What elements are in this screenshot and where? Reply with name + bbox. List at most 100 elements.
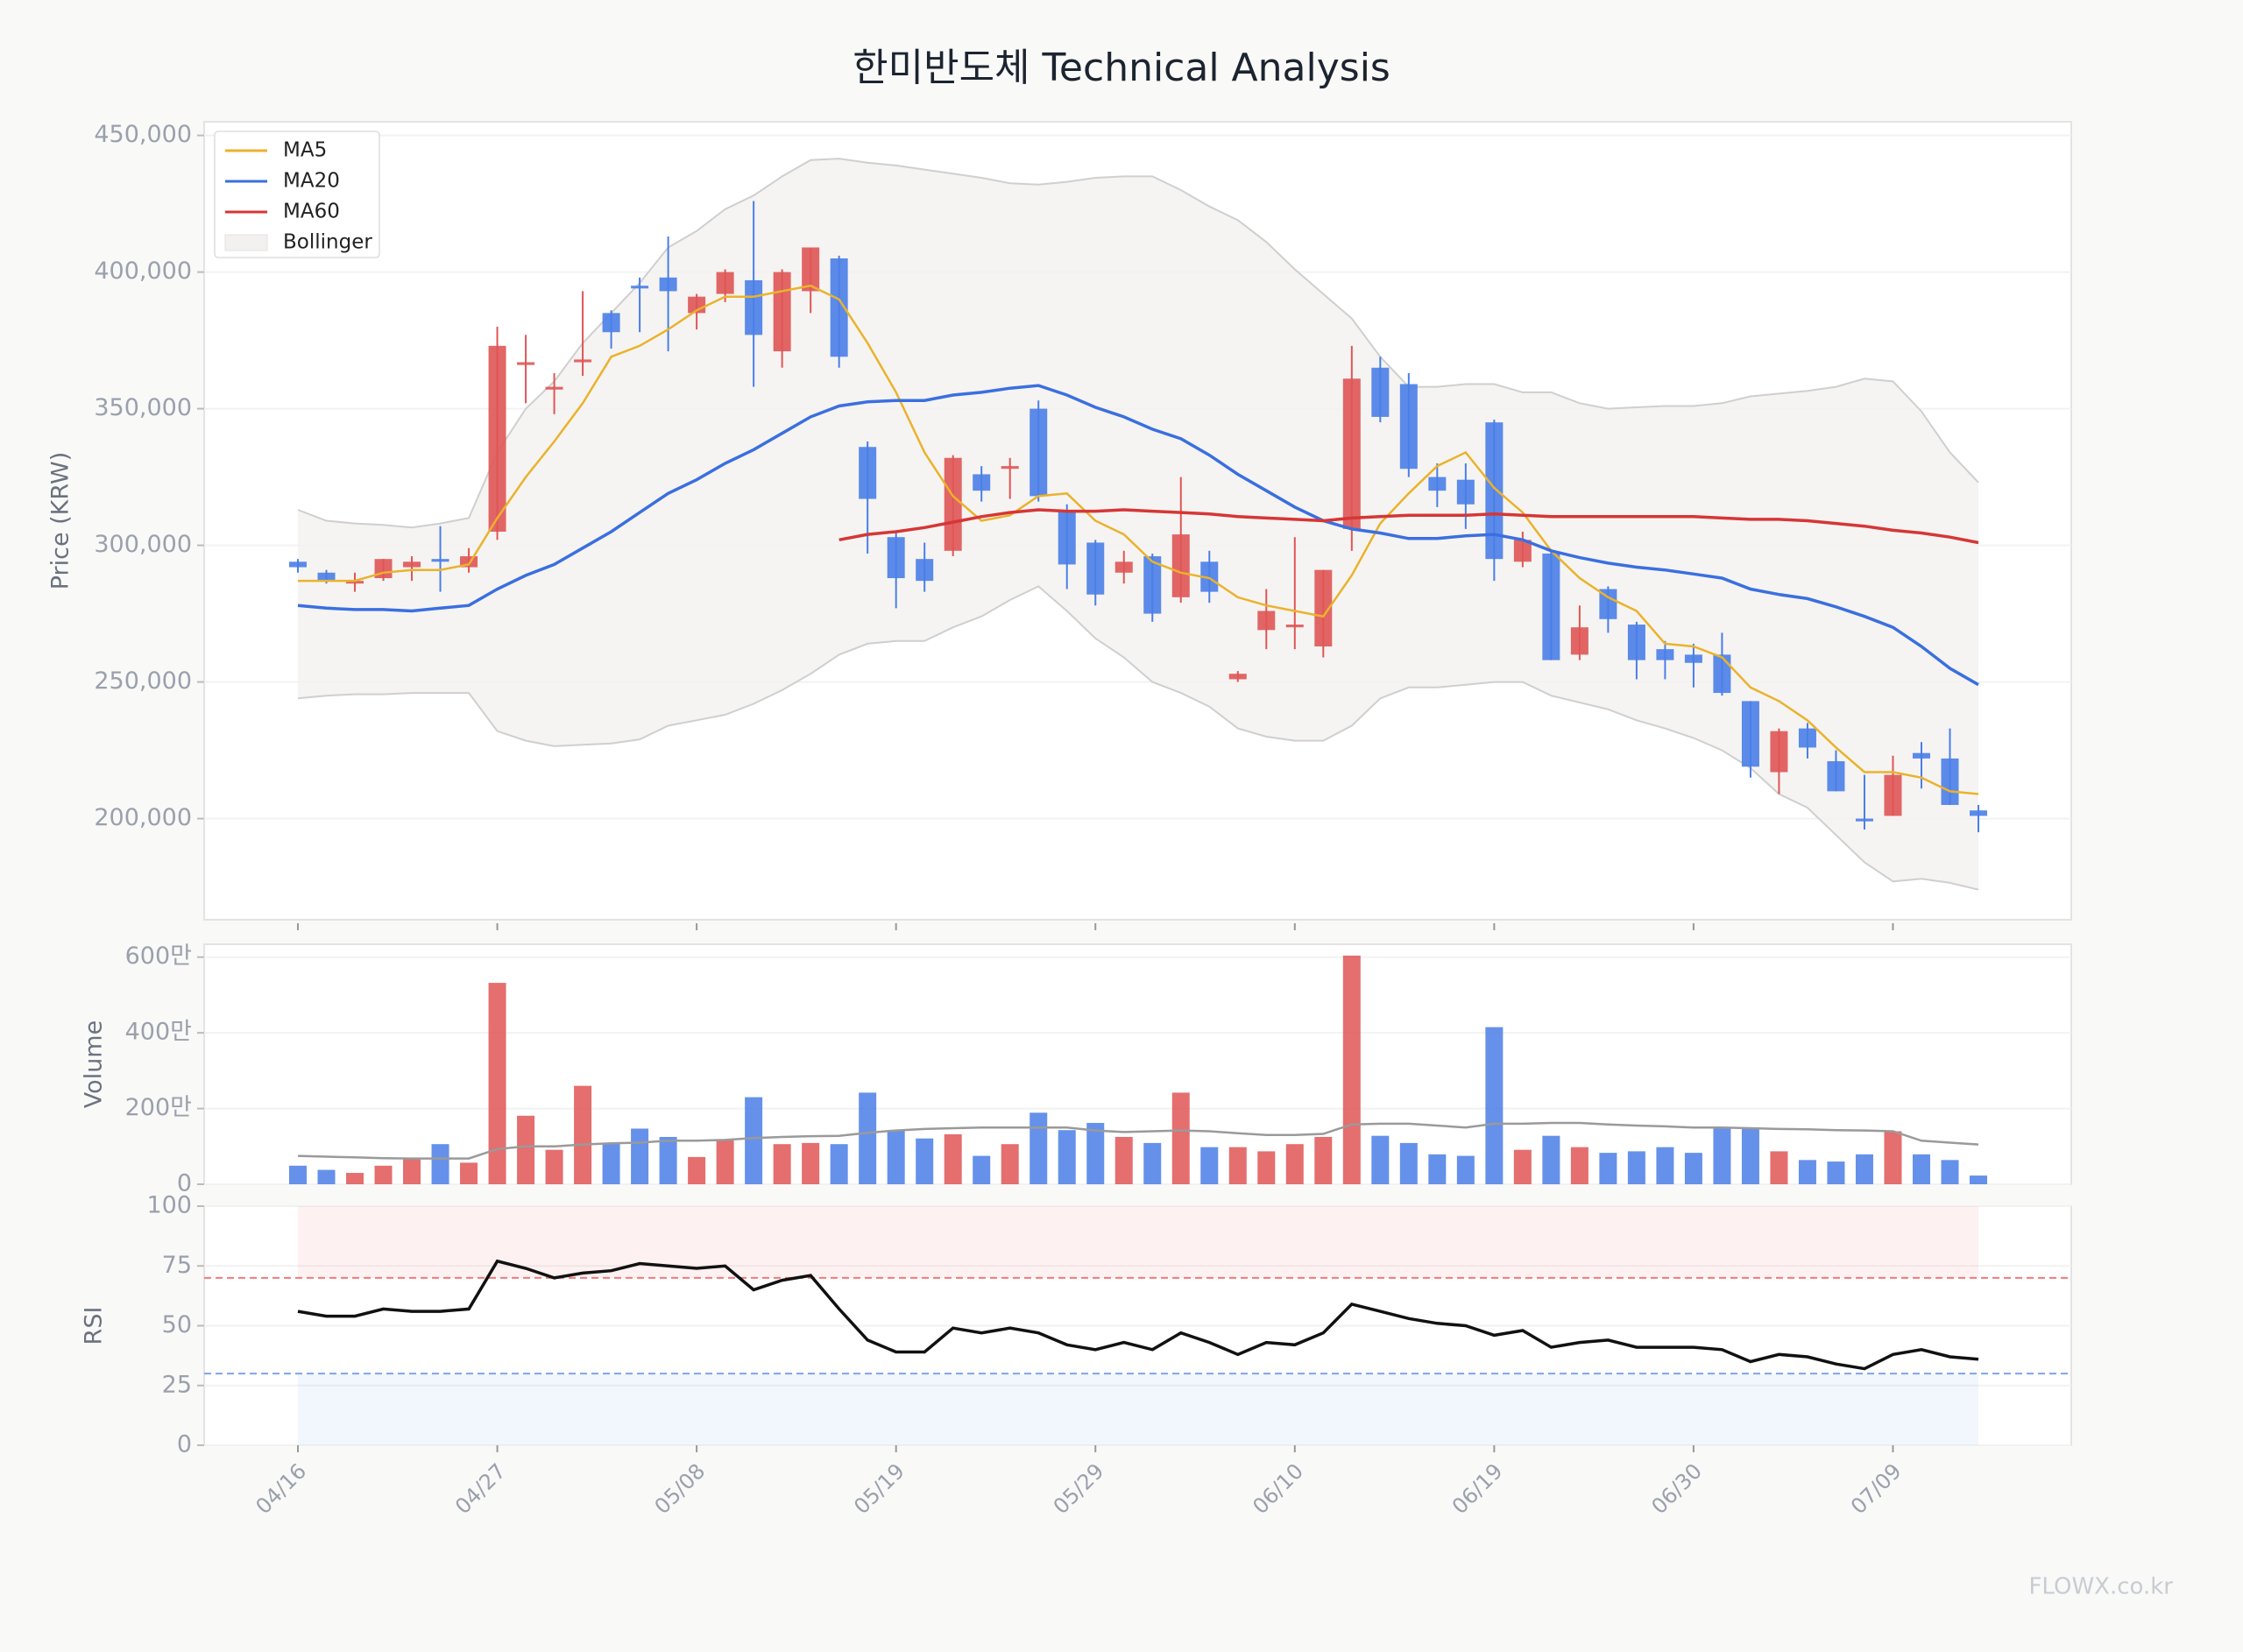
candle-body (1884, 774, 1902, 816)
y-tick-label: 400만 (125, 1019, 192, 1046)
volume-bar (1627, 1151, 1645, 1184)
candle-body (1570, 627, 1588, 655)
ma-line (297, 384, 1979, 687)
candle-body (317, 572, 336, 582)
volume-bar (460, 1162, 478, 1184)
volume-bar (317, 1169, 336, 1184)
candle-body (574, 359, 592, 363)
bollinger-upper (297, 158, 1979, 529)
bollinger-lower (297, 585, 1979, 891)
candle-body (431, 559, 449, 562)
volume-bar (1314, 1136, 1333, 1184)
candle-body (1855, 818, 1873, 822)
volume-bar (1001, 1144, 1019, 1184)
y-tick-label: 0 (177, 1431, 192, 1458)
x-tick-label: 04/16 (251, 1458, 311, 1519)
candle-body (944, 457, 962, 551)
candle-body (1599, 589, 1617, 619)
volume-bar (1285, 1144, 1304, 1184)
legend-swatch (224, 234, 268, 251)
candle-body (1542, 553, 1560, 660)
candle-body (1171, 534, 1190, 597)
candle-body (1827, 761, 1845, 792)
y-tick-label: 50 (162, 1311, 192, 1338)
candle-body (1770, 731, 1788, 773)
candle-body (1456, 479, 1475, 505)
candle-body (1285, 625, 1304, 628)
candle-body (1627, 625, 1645, 660)
volume-bar (916, 1138, 934, 1184)
x-tick-label: 06/30 (1646, 1458, 1707, 1519)
candle-body (773, 272, 791, 352)
x-tick-label: 05/19 (849, 1458, 909, 1519)
candle-body (830, 258, 848, 357)
bollinger-band (298, 159, 1978, 890)
candle-body (1314, 569, 1333, 647)
candle-body (1058, 510, 1076, 565)
volume-bar (431, 1144, 449, 1184)
candle-body (859, 447, 877, 499)
volume-bar (1884, 1131, 1902, 1184)
volume-bar (1570, 1147, 1588, 1184)
volume-bar (602, 1142, 620, 1184)
volume-bar (1456, 1155, 1475, 1184)
volume-bar (1941, 1160, 1959, 1184)
volume-bar (1114, 1136, 1133, 1184)
volume-bar (773, 1144, 791, 1184)
volume-bar (574, 1085, 592, 1184)
candle-body (802, 247, 820, 292)
x-tick-label: 06/10 (1248, 1458, 1308, 1519)
volume-bar (545, 1149, 563, 1184)
y-tick-label: 200,000 (94, 804, 192, 831)
y-tick-label: 75 (162, 1252, 192, 1279)
candle-body (517, 362, 535, 365)
legend-label: MA5 (283, 139, 327, 162)
candle-body (346, 581, 364, 584)
oversold-zone (298, 1373, 1978, 1445)
volume-bar (488, 983, 506, 1184)
candle-body (1342, 378, 1361, 529)
volume-bar (1171, 1092, 1190, 1184)
volume-bar (1030, 1112, 1048, 1184)
candle-body (1114, 561, 1133, 573)
candle-body (887, 537, 905, 579)
volume-bar (887, 1130, 905, 1184)
candle-body (403, 561, 421, 568)
candle-body (916, 559, 934, 582)
candle-body (659, 277, 677, 292)
candle-body (1684, 654, 1702, 663)
volume-ma (297, 1121, 1979, 1160)
volume-bar (1855, 1154, 1873, 1184)
legend-box (214, 131, 380, 258)
candle-body (1912, 752, 1930, 759)
chart-title: 한미반도체 Technical Analysis (853, 46, 1390, 90)
y-tick-label: 25 (162, 1371, 192, 1398)
volume-bar (1912, 1154, 1930, 1184)
volume-bar (830, 1144, 848, 1184)
volume-bar (374, 1165, 393, 1184)
candle-body (1428, 477, 1447, 491)
candle-body (602, 313, 620, 333)
volume-bar (289, 1165, 307, 1184)
volume-bar (1086, 1122, 1105, 1184)
y-axis-label: Price (KRW) (47, 452, 74, 590)
candle-body (1228, 674, 1247, 680)
candle-body (1485, 422, 1504, 560)
candle-body (1941, 758, 1959, 805)
candle-body (973, 474, 991, 491)
x-tick-label: 07/09 (1846, 1458, 1907, 1519)
x-tick-label: 06/19 (1447, 1458, 1508, 1519)
volume-bar (973, 1155, 991, 1184)
volume-bar (1684, 1153, 1702, 1184)
candle-body (545, 386, 563, 390)
volume-bar (1542, 1135, 1560, 1184)
volume-bar (1257, 1151, 1276, 1184)
volume-bar (1513, 1149, 1532, 1184)
volume-bar (688, 1156, 706, 1184)
y-tick-label: 100 (146, 1192, 192, 1219)
volume-bar (517, 1115, 535, 1184)
candle-body (1030, 408, 1048, 497)
watermark: FLOWX.co.kr (2028, 1574, 2173, 1600)
volume-bar (716, 1140, 734, 1184)
candle-body (1257, 611, 1276, 631)
